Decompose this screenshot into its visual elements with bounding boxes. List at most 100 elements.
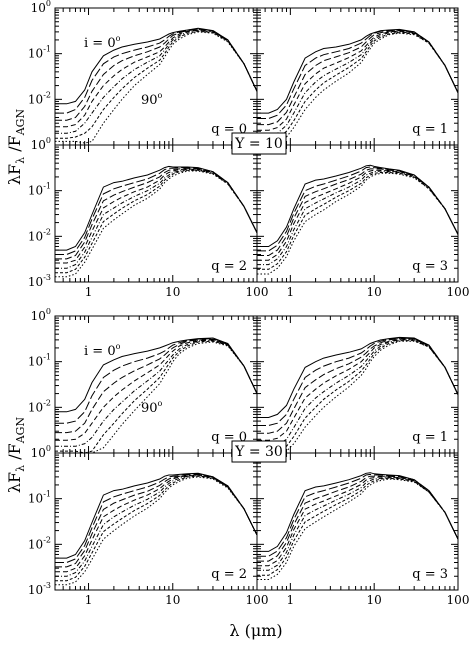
inclination-label-top: i = 0o [84, 34, 121, 51]
x-tick-label: 10 [367, 285, 382, 299]
series-line [257, 172, 458, 275]
panel-label: q = 1 [412, 430, 448, 445]
series-line [257, 472, 458, 552]
series-line [257, 166, 458, 252]
series-line [257, 473, 458, 557]
series-line [257, 338, 458, 441]
x-tick-label: 1 [85, 593, 93, 607]
series-line [55, 169, 257, 269]
x-tick-label: 100 [246, 593, 269, 607]
series-line [55, 473, 257, 563]
panel-label: q = 2 [211, 259, 247, 274]
panel-y10-q2: 100 10-1 10-2 10-3 1 10 100 q = 2 [28, 136, 269, 299]
inclination-label-90-top: 90o [141, 91, 163, 108]
inclination-label-bottom: i = 0o [84, 342, 121, 359]
y-tick-label: 10-2 [28, 398, 51, 414]
series-line [257, 475, 458, 562]
x-tick-label: 1 [287, 285, 295, 299]
series-line [55, 473, 257, 568]
series-line [55, 340, 257, 447]
x-tick-label: 100 [246, 285, 269, 299]
series-line [257, 31, 458, 137]
panel-y30-q2: 100 10-1 10-2 10-3 1 10 100 q = 2 [28, 444, 269, 607]
x-tick-label: 100 [447, 593, 470, 607]
series-line [55, 475, 257, 582]
panel-y30-q1: q = 1 [256, 315, 459, 454]
y-label-box-bottom: Y = 30 [231, 440, 287, 463]
panel-frame [256, 144, 459, 283]
series-line [55, 476, 257, 586]
y-label-bottom: Y = 30 [234, 444, 283, 460]
panel-label: q = 1 [412, 122, 448, 137]
series-line [55, 31, 257, 144]
y-tick-label: 100 [31, 0, 51, 15]
series-line [257, 336, 458, 418]
x-tick-label: 100 [447, 285, 470, 299]
series-line [257, 476, 458, 567]
series-line [257, 30, 458, 131]
x-axis-title: λ (μm) [229, 621, 282, 640]
series-line [257, 172, 458, 270]
y-tick-label: 10-1 [28, 490, 51, 506]
series-line [55, 165, 257, 251]
y-label-box-top: Y = 10 [231, 132, 287, 155]
x-tick-label: 1 [85, 285, 93, 299]
series-line [55, 168, 257, 264]
y-tick-label: 100 [31, 444, 51, 460]
panel-y30-q3: 1 10 100 q = 3 [256, 452, 470, 607]
x-tick-label: 10 [165, 285, 180, 299]
series-line [55, 30, 257, 139]
series-line [257, 29, 458, 119]
series-line [257, 478, 458, 580]
series-line [55, 338, 257, 424]
y-tick-label: 10-1 [28, 45, 51, 61]
series-line [55, 474, 257, 573]
svg-text:λFλ /FAGN: λFλ /FAGN [5, 109, 27, 186]
x-tick-label: 10 [165, 593, 180, 607]
series-line [55, 28, 257, 114]
panel-frame [256, 452, 459, 591]
series-line [55, 337, 257, 413]
series-line [257, 32, 458, 142]
series-line [55, 338, 257, 434]
series-line [257, 28, 458, 114]
x-tick-label: 1 [287, 593, 295, 607]
panel-y10-q3: 1 10 100 q = 3 [256, 144, 470, 299]
y-tick-label: 100 [31, 136, 51, 152]
panel-label: q = 3 [412, 259, 448, 274]
y-label-top: Y = 10 [234, 136, 283, 152]
series-line [257, 477, 458, 571]
series-line [257, 169, 458, 261]
y-axis-title-bottom: λFλ /FAGN [5, 417, 27, 494]
series-line [55, 167, 257, 255]
series-line [257, 339, 458, 447]
y-tick-label: 100 [31, 307, 51, 323]
series-line [55, 30, 257, 134]
svg-text:λFλ /FAGN: λFλ /FAGN [5, 417, 27, 494]
series-line [257, 32, 458, 145]
series-line [257, 340, 458, 453]
y-tick-label: 10-2 [28, 90, 51, 106]
series-line [257, 170, 458, 266]
series-line [257, 337, 458, 426]
series-line [55, 169, 257, 274]
y-tick-label: 10-2 [28, 227, 51, 243]
y-tick-label: 10-1 [28, 353, 51, 369]
series-line [55, 28, 257, 121]
panel-y10-q1: q = 1 [256, 7, 459, 146]
panel-label: q = 2 [211, 567, 247, 582]
series-line [257, 477, 458, 576]
y-tick-label: 10-2 [28, 535, 51, 551]
y-tick-label: 10-3 [28, 581, 51, 597]
x-tick-label: 10 [367, 593, 382, 607]
series-line [55, 340, 257, 453]
y-axis-title-top: λFλ /FAGN [5, 109, 27, 186]
y-tick-label: 10-1 [28, 182, 51, 198]
inclination-label-90-bottom: 90o [141, 399, 163, 416]
panel-label: q = 3 [412, 567, 448, 582]
y-tick-label: 10-3 [28, 273, 51, 289]
